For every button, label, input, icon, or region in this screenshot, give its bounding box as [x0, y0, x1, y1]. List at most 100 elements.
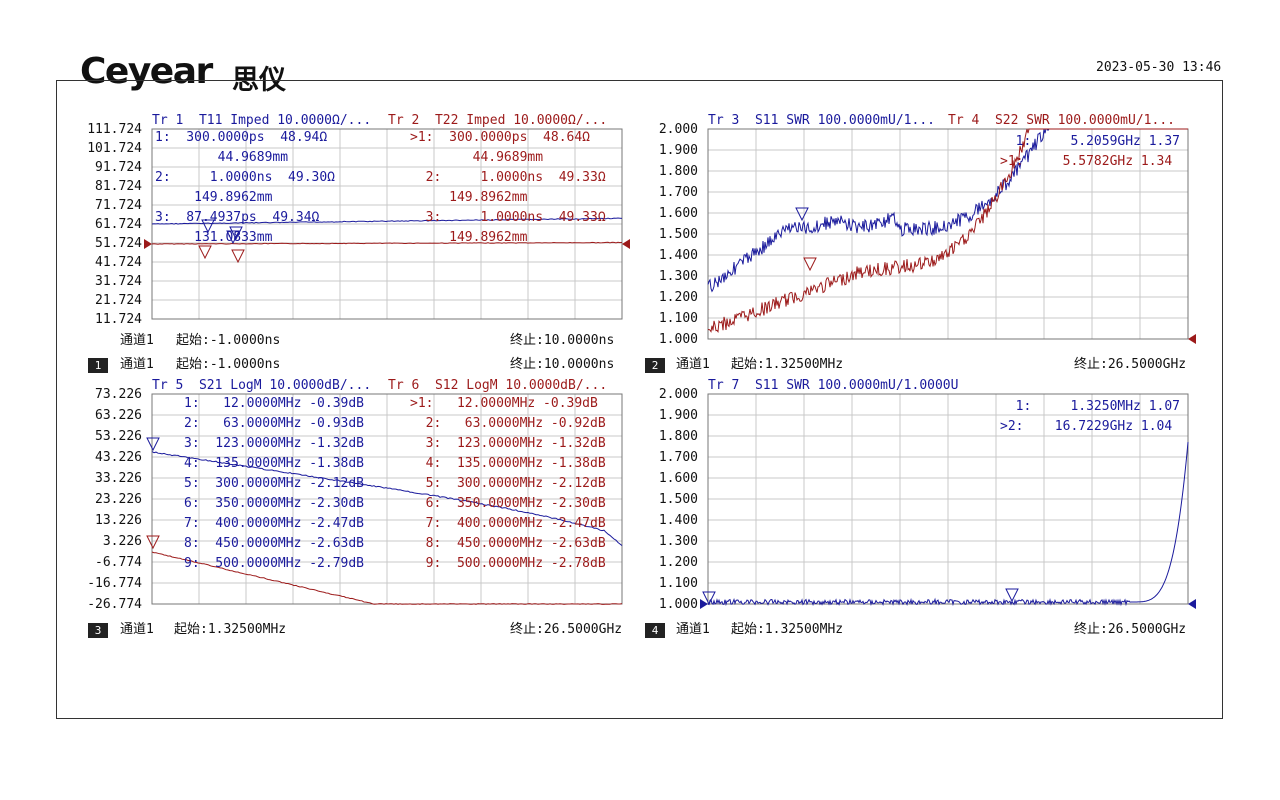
y-tick: 53.226: [95, 429, 142, 444]
footer-stop[interactable]: 终止:26.5000GHz: [1074, 357, 1187, 372]
y-tick: 81.724: [95, 179, 142, 194]
marker-readout: 5: 300.0000MHz -2.12dB: [184, 476, 365, 491]
y-tick: 1.800: [658, 429, 698, 444]
trace-title-tr3[interactable]: Tr 3 S11 SWR 100.0000mU/1...: [708, 113, 935, 128]
marker-readout: 2: 1.0000ns 49.33Ω: [410, 170, 606, 185]
footer-stop[interactable]: 终止:26.5000GHz: [1074, 622, 1187, 637]
marker-readout: >2: 16.7229GHz 1.04: [1000, 419, 1173, 434]
y-tick: 1.100: [658, 311, 698, 326]
y-tick: 31.724: [95, 274, 142, 289]
y-tick: 41.724: [95, 255, 142, 270]
marker-readout: 44.9689mm: [410, 150, 544, 165]
y-tick: 1.900: [658, 143, 698, 158]
marker-readout: >1: 300.0000ps 48.64Ω: [410, 130, 591, 145]
marker-readout: 149.8962mm: [410, 230, 528, 245]
marker-readout: 2: 63.0000MHz -0.93dB: [184, 416, 365, 431]
y-tick: 71.724: [95, 198, 142, 213]
y-tick: 3.226: [102, 534, 142, 549]
marker-readout: 131.0833mm: [155, 230, 273, 245]
channel-number-badge[interactable]: 2: [645, 358, 665, 373]
y-tick: -26.774: [87, 597, 142, 612]
footer-start[interactable]: 起始:1.32500MHz: [174, 622, 287, 637]
marker-readout: 3: 123.0000MHz -1.32dB: [410, 436, 606, 451]
instrument-display-frame: [56, 80, 1223, 719]
marker-readout: >1: 5.5782GHz 1.34: [1000, 154, 1173, 169]
marker-readout: 9: 500.0000MHz -2.78dB: [410, 556, 606, 571]
marker-readout: 8: 450.0000MHz -2.63dB: [184, 536, 365, 551]
trace-title-tr6[interactable]: Tr 6 S12 LogM 10.0000dB/...: [388, 378, 608, 393]
trace-title-tr5[interactable]: Tr 5 S21 LogM 10.0000dB/...: [152, 378, 372, 393]
footer-start[interactable]: 起始:1.32500MHz: [731, 357, 844, 372]
y-tick: 1.200: [658, 555, 698, 570]
marker-readout: 3: 1.0000ns 49.33Ω: [410, 210, 606, 225]
y-tick: 1.800: [658, 164, 698, 179]
marker-readout: 1: 300.0000ps 48.94Ω: [155, 130, 328, 145]
y-tick: 1.200: [658, 290, 698, 305]
footer-start[interactable]: 起始:-1.0000ns: [176, 357, 281, 372]
marker-readout: 149.8962mm: [155, 190, 273, 205]
channel-number-badge[interactable]: 4: [645, 623, 665, 638]
trace-title-tr7[interactable]: Tr 7 S11 SWR 100.0000mU/1.0000U: [708, 378, 959, 393]
y-tick: 91.724: [95, 160, 142, 175]
marker-readout: >1: 12.0000MHz -0.39dB: [410, 396, 598, 411]
trace-title-tr1[interactable]: Tr 1 T11 Imped 10.0000Ω/...: [152, 113, 372, 128]
marker-readout: 6: 350.0000MHz -2.30dB: [410, 496, 606, 511]
marker-readout: 3: 123.0000MHz -1.32dB: [184, 436, 365, 451]
footer-channel[interactable]: 通道1: [676, 357, 710, 372]
y-tick: 13.226: [95, 513, 142, 528]
timestamp: 2023-05-30 13:46: [1096, 60, 1222, 75]
y-tick: 101.724: [87, 141, 142, 156]
y-tick: 1.900: [658, 408, 698, 423]
y-tick: -16.774: [87, 576, 142, 591]
marker-readout: 7: 400.0000MHz -2.47dB: [184, 516, 365, 531]
channel-number-badge[interactable]: 3: [88, 623, 108, 638]
y-tick: 1.400: [658, 513, 698, 528]
y-tick: 11.724: [95, 312, 142, 327]
y-tick: 23.226: [95, 492, 142, 507]
y-tick: 73.226: [95, 387, 142, 402]
marker-readout: 4: 135.0000MHz -1.38dB: [410, 456, 606, 471]
footer-channel[interactable]: 通道1: [120, 357, 154, 372]
marker-readout: 149.8962mm: [410, 190, 528, 205]
marker-readout: 3: 87.4937ps 49.34Ω: [155, 210, 320, 225]
footer-channel[interactable]: 通道1: [120, 622, 154, 637]
marker-readout: 1: 5.2059GHz 1.37: [1000, 134, 1181, 149]
y-tick: 2.000: [658, 122, 698, 137]
trace-title-tr2[interactable]: Tr 2 T22 Imped 10.0000Ω/...: [388, 113, 608, 128]
y-tick: 21.724: [95, 293, 142, 308]
y-tick: 2.000: [658, 387, 698, 402]
y-tick: 1.600: [658, 471, 698, 486]
y-tick: 111.724: [87, 122, 142, 137]
marker-readout: 6: 350.0000MHz -2.30dB: [184, 496, 365, 511]
y-tick: -6.774: [95, 555, 142, 570]
y-tick: 33.226: [95, 471, 142, 486]
y-tick: 51.724: [95, 236, 142, 251]
y-tick: 1.500: [658, 492, 698, 507]
footer-channel[interactable]: 通道1: [676, 622, 710, 637]
y-tick: 1.600: [658, 206, 698, 221]
marker-readout: 4: 135.0000MHz -1.38dB: [184, 456, 365, 471]
inner-footer-channel: 通道1: [120, 333, 154, 348]
footer-stop[interactable]: 终止:26.5000GHz: [510, 622, 623, 637]
y-tick: 43.226: [95, 450, 142, 465]
marker-readout: 7: 400.0000MHz -2.47dB: [410, 516, 606, 531]
marker-readout: 1: 12.0000MHz -0.39dB: [184, 396, 365, 411]
y-tick: 1.100: [658, 576, 698, 591]
inner-footer-start: 起始:-1.0000ns: [176, 333, 281, 348]
y-tick: 63.226: [95, 408, 142, 423]
y-tick: 1.000: [658, 332, 698, 347]
y-tick: 1.400: [658, 248, 698, 263]
y-tick: 1.300: [658, 269, 698, 284]
footer-stop[interactable]: 终止:10.0000ns: [510, 357, 615, 372]
marker-readout: 9: 500.0000MHz -2.79dB: [184, 556, 365, 571]
y-tick: 1.500: [658, 227, 698, 242]
marker-readout: 2: 63.0000MHz -0.92dB: [410, 416, 606, 431]
ceyear-logo: Ceyear: [80, 51, 213, 92]
y-tick: 61.724: [95, 217, 142, 232]
y-tick: 1.300: [658, 534, 698, 549]
trace-title-tr4[interactable]: Tr 4 S22 SWR 100.0000mU/1...: [948, 113, 1175, 128]
marker-readout: 8: 450.0000MHz -2.63dB: [410, 536, 606, 551]
channel-number-badge[interactable]: 1: [88, 358, 108, 373]
footer-start[interactable]: 起始:1.32500MHz: [731, 622, 844, 637]
y-tick: 1.700: [658, 185, 698, 200]
